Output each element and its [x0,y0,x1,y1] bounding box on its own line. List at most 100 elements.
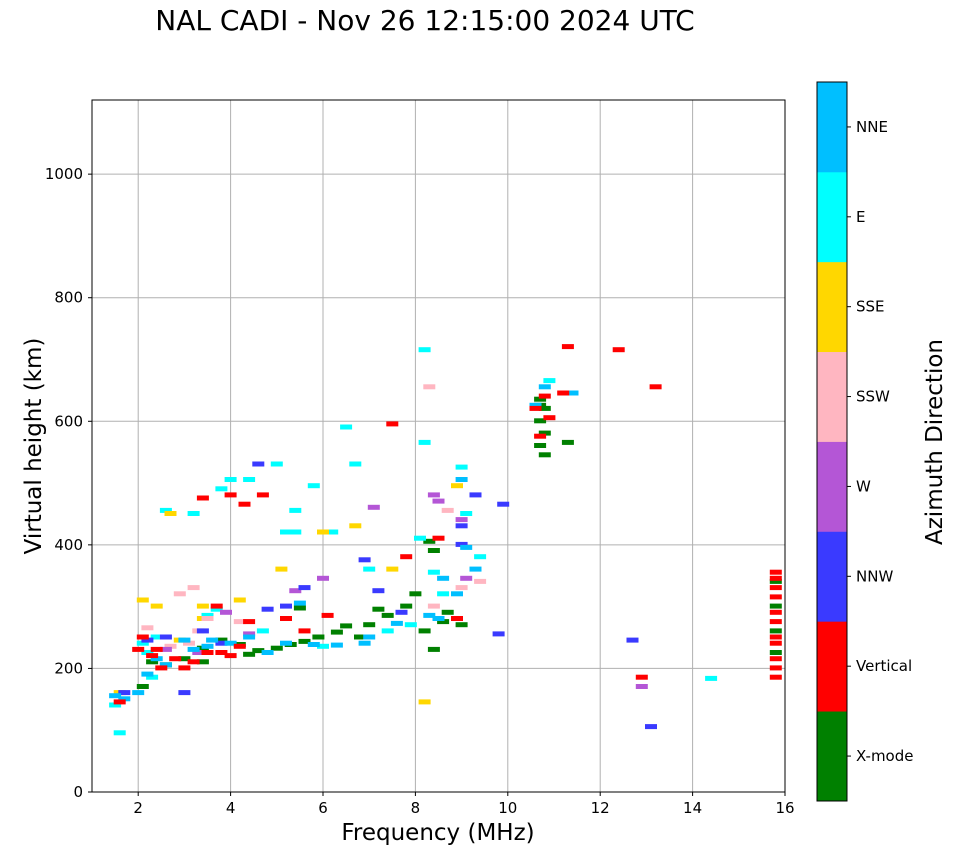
data-point [381,612,394,618]
data-point [243,631,256,637]
x-tick-label: 10 [498,799,517,817]
data-point [280,529,292,535]
colorbar-tick-label: E [856,208,865,226]
y-tick-label: 200 [54,659,83,677]
colorbar-segment [817,351,847,442]
data-point [136,597,149,603]
data-point [400,554,413,560]
y-tick-label: 400 [54,536,83,554]
data-point [298,628,311,634]
data-point [270,645,283,651]
data-point [224,477,237,482]
data-point [635,674,648,680]
y-tick-label: 0 [73,783,83,801]
data-point [280,640,292,646]
data-point [427,646,440,652]
data-point [220,609,232,615]
data-point [363,634,376,640]
data-point [317,643,329,649]
data-point [215,650,228,655]
data-point [437,591,450,597]
data-point [437,575,450,581]
data-point [150,634,163,640]
data-point [381,628,394,634]
data-point [349,461,362,467]
data-point [769,640,782,646]
data-point [238,501,251,507]
data-point [298,638,311,644]
data-point [612,347,625,353]
data-point [146,659,159,665]
data-point [243,634,256,640]
data-point [330,642,343,648]
data-point [455,541,468,547]
data-point [136,640,149,646]
x-tick-label: 14 [683,799,702,817]
data-point [769,665,782,671]
data-point [317,529,329,535]
data-point [233,619,246,625]
data-point [243,619,256,625]
data-point [451,483,463,489]
data-point [386,421,399,427]
data-point [113,699,126,705]
data-point [141,671,154,677]
data-point [275,566,288,572]
data-point [169,656,182,662]
data-point [645,724,657,730]
data-point [252,648,265,654]
x-tick-label: 16 [775,799,794,817]
data-point [414,535,426,541]
data-point [215,486,228,492]
data-point [769,628,782,634]
data-point [432,616,445,621]
data-point [150,656,163,662]
data-point [409,591,422,597]
data-point [150,646,163,652]
data-point [441,507,454,513]
data-point [538,452,551,458]
data-point [432,498,445,504]
data-point [455,517,468,523]
colorbar-segment [817,621,847,712]
data-point [769,656,782,662]
data-point [289,588,302,594]
data-point [769,594,782,600]
data-point [201,650,214,655]
data-point [201,612,214,618]
data-point [210,603,223,609]
data-point [358,640,371,646]
data-point [178,665,191,671]
data-point [561,344,574,350]
colorbar-segment [817,171,847,263]
data-point [132,690,145,696]
x-tick-label: 2 [133,799,143,817]
x-tick-label: 4 [226,799,236,817]
data-point [224,492,237,498]
colorbar-tick-label: Vertical [856,657,912,675]
data-point [455,464,468,470]
y-axis-label: Virtual height (km) [21,337,47,555]
data-point [187,646,200,652]
data-point [423,384,436,390]
colorbar-tick-label: NNE [856,118,888,136]
data-point [261,606,274,612]
data-point [159,662,172,668]
data-point [330,629,343,635]
data-point [293,605,306,611]
data-point [543,378,556,384]
data-point [141,650,154,655]
data-point [136,634,149,640]
data-point [201,643,214,649]
y-tick-label: 600 [54,412,83,430]
data-point [432,535,445,541]
colorbar-segment [817,531,847,622]
colorbar-frame [816,81,848,802]
data-point [187,659,200,665]
x-tick-label: 6 [318,799,328,817]
data-point [427,603,440,609]
x-axis-label: Frequency (MHz) [341,820,535,846]
data-point [418,699,431,705]
data-point [192,650,205,655]
